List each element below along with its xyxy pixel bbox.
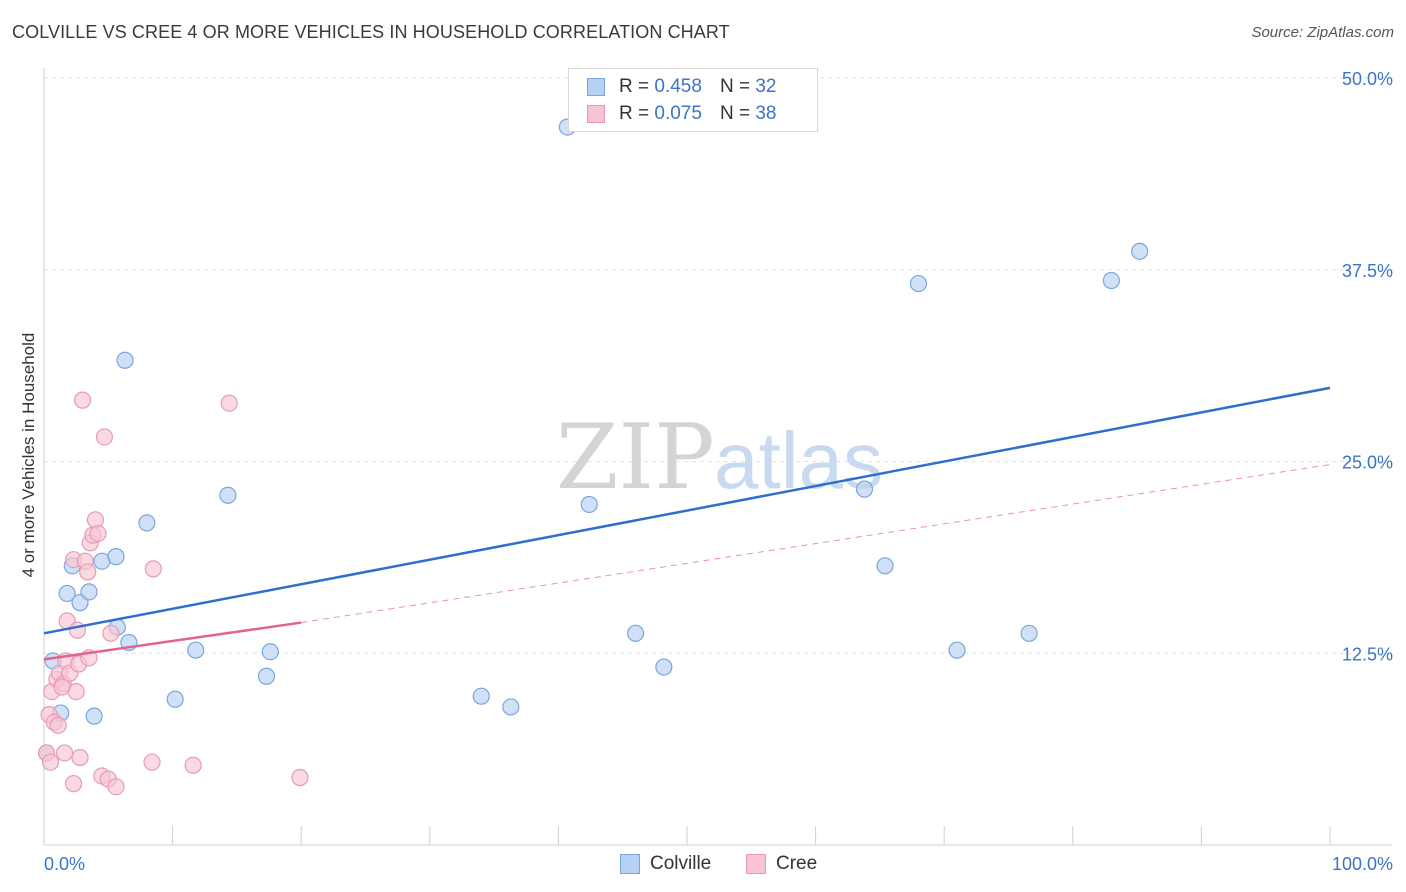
x-tick-labels: 0.0% 100.0% (44, 854, 1393, 874)
source-label: Source: ZipAtlas.com (1251, 24, 1394, 41)
cree-trend-line (43, 621, 302, 661)
colville-point (655, 658, 673, 676)
colville-point (626, 624, 645, 642)
colville-point (85, 707, 103, 725)
cree-point (102, 624, 120, 642)
n-label: N = (719, 103, 751, 124)
colville-legend-swatch (620, 854, 640, 874)
y-axis-label: 4 or more Vehicles in Household (19, 333, 38, 578)
colville-legend-label: Colville (650, 853, 712, 874)
colville-point (219, 486, 237, 504)
bottom-legend-cree: Cree (746, 852, 817, 876)
cree-swatch (587, 105, 605, 123)
colville-point (166, 690, 184, 708)
y-tick-label: 25.0% (1342, 453, 1393, 473)
cree-point (220, 394, 238, 412)
x-tick-label: 100.0% (1332, 854, 1393, 874)
r-label: R = (619, 103, 650, 124)
colville-point (580, 495, 598, 514)
cree-point (184, 756, 202, 774)
data-points (37, 118, 1149, 796)
trend-lines (43, 386, 1331, 661)
cree-legend-label: Cree (776, 853, 818, 874)
cree-point (41, 753, 60, 771)
n-label: N = (719, 76, 751, 97)
bottom-legend-colville: Colville (620, 852, 711, 876)
r-label: R = (619, 76, 650, 97)
y-tick-labels: 12.5% 25.0% 37.5% 50.0% (1342, 69, 1393, 664)
colville-point (107, 548, 125, 566)
colville-point (876, 557, 894, 575)
colville-point (257, 667, 276, 685)
cree-point (291, 768, 309, 787)
colville-point (187, 641, 205, 659)
colville-trend-line (43, 386, 1331, 635)
legend-box: R = 0.458 N = 32 R = 0.075 N = 38 (568, 68, 818, 132)
cree-point (49, 716, 67, 734)
x-tick-label: 0.0% (44, 854, 85, 874)
colville-point (1131, 242, 1149, 260)
cree-point (95, 428, 114, 446)
r-value: 0.458 (654, 76, 702, 97)
colville-point (855, 480, 874, 498)
colville-point (116, 351, 134, 369)
n-value: 38 (755, 103, 777, 124)
cree-trend-extension (301, 464, 1331, 624)
cree-legend-swatch (746, 854, 766, 874)
legend-row-colville: R = 0.458 N = 32 (587, 75, 776, 99)
chart-title: COLVILLE VS CREE 4 OR MORE VEHICLES IN H… (12, 22, 730, 42)
cree-point (79, 563, 97, 581)
r-value: 0.075 (654, 103, 702, 124)
colville-point (93, 552, 111, 570)
colville-point (261, 643, 279, 661)
cree-point (55, 744, 74, 762)
y-tick-label: 37.5% (1342, 261, 1393, 281)
colville-swatch (587, 78, 605, 96)
y-tick-label: 50.0% (1342, 69, 1393, 89)
cree-point (64, 775, 83, 793)
colville-point (1020, 624, 1038, 642)
y-tick-label: 12.5% (1342, 644, 1393, 664)
colville-point (502, 698, 520, 716)
colville-point (58, 584, 76, 603)
legend-row-cree: R = 0.075 N = 38 (587, 102, 776, 126)
watermark-zip: ZIP (556, 405, 715, 510)
colville-point (1102, 271, 1120, 290)
cree-point (144, 560, 162, 578)
cree-point (107, 778, 125, 796)
cree-point (71, 748, 89, 767)
watermark: ZIP atlas (556, 405, 883, 510)
colville-point (472, 687, 490, 705)
cree-point (73, 391, 92, 409)
cree-point (89, 524, 107, 543)
cree-point (143, 753, 161, 771)
colville-point (948, 641, 966, 659)
cree-point (53, 678, 71, 696)
cree-point (67, 682, 85, 701)
colville-point (80, 583, 98, 601)
colville-point (909, 274, 928, 293)
axes (43, 68, 1392, 846)
n-value: 32 (755, 76, 777, 97)
gridlines (44, 77, 1392, 654)
colville-point (138, 514, 156, 532)
